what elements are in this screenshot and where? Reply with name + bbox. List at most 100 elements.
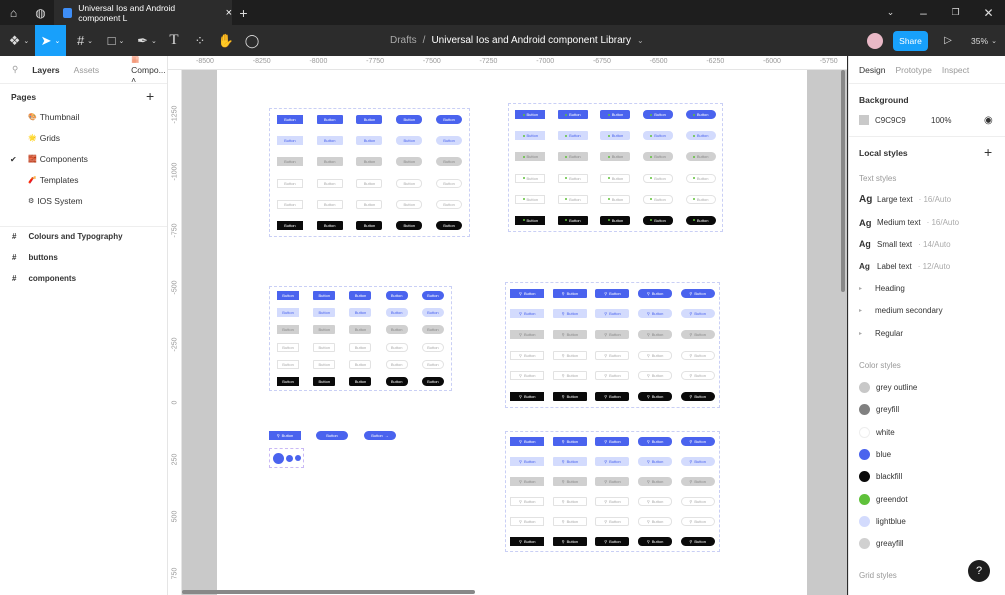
- button-component[interactable]: ⚲ Button: [680, 516, 715, 526]
- button-component[interactable]: Button: [356, 220, 383, 230]
- page-item-thumbnail[interactable]: 🎨 Thumbnail: [28, 112, 79, 122]
- button-component[interactable]: Button: [277, 359, 300, 369]
- button-component[interactable]: Button: [436, 157, 463, 167]
- button-component[interactable]: Button: [396, 178, 423, 188]
- button-component[interactable]: Button: [643, 173, 674, 183]
- button-component[interactable]: Button: [313, 359, 336, 369]
- text-tool-icon[interactable]: T: [169, 32, 179, 48]
- button-component[interactable]: Button: [313, 342, 336, 352]
- tab-layers[interactable]: Layers: [32, 64, 60, 75]
- button-component[interactable]: Button: [316, 157, 343, 167]
- button-component[interactable]: ⚲ Button: [595, 437, 630, 447]
- button-component[interactable]: Button: [385, 376, 408, 386]
- present-play-icon[interactable]: ▷: [944, 35, 952, 46]
- avatar[interactable]: [866, 25, 884, 56]
- button-component[interactable]: Button: [421, 342, 444, 352]
- pen-tool-icon[interactable]: ✒ ⌄: [137, 32, 157, 48]
- new-tab-button[interactable]: +: [239, 4, 248, 21]
- button-component[interactable]: Button: [515, 194, 546, 204]
- file-name[interactable]: Universal Ios and Android component Libr…: [431, 35, 632, 46]
- button-component[interactable]: Button: [436, 136, 463, 146]
- page-item-templates[interactable]: 🧨 Templates: [28, 175, 78, 185]
- button-component[interactable]: ⚲ Button: [595, 371, 630, 381]
- background-swatch[interactable]: [859, 115, 869, 125]
- button-component[interactable]: Button: [685, 173, 716, 183]
- button-component[interactable]: ⚲ Button: [510, 392, 545, 402]
- button-component[interactable]: Button: [276, 115, 303, 125]
- icon-button[interactable]: [295, 455, 301, 461]
- button-component[interactable]: ⚲ Button: [552, 516, 587, 526]
- style-group[interactable]: ▸ medium secondary: [859, 306, 943, 315]
- button-component[interactable]: ⚲ Button: [638, 477, 673, 487]
- button-component[interactable]: Button: [276, 199, 303, 209]
- icon-button[interactable]: [273, 452, 284, 464]
- button-component[interactable]: ⚲ Button: [510, 457, 545, 467]
- button-component[interactable]: Button: [600, 110, 631, 120]
- button-component[interactable]: Button: [515, 131, 546, 141]
- button-component[interactable]: ⚲ Button: [552, 330, 587, 340]
- add-style-icon[interactable]: +: [984, 144, 993, 160]
- file-tab[interactable]: Universal Ios and Android component L ×: [54, 0, 232, 25]
- button-component[interactable]: Button: [385, 342, 408, 352]
- button-component[interactable]: ⚲ Button: [638, 330, 673, 340]
- comment-tool-icon[interactable]: ◯: [244, 32, 260, 48]
- button-component[interactable]: Button: [385, 359, 408, 369]
- button-component[interactable]: ⚲ Button: [510, 288, 545, 298]
- background-hex[interactable]: C9C9C9: [875, 115, 906, 125]
- frame-tool-icon[interactable]: # ⌄: [76, 33, 94, 48]
- button-component[interactable]: Button: [316, 431, 348, 440]
- restore-icon[interactable]: ❐: [951, 7, 960, 17]
- minimize-icon[interactable]: –: [920, 5, 927, 20]
- button-component[interactable]: Button: [685, 194, 716, 204]
- button-component[interactable]: Button: [276, 136, 303, 146]
- button-component[interactable]: Button: [685, 215, 716, 225]
- button-component[interactable]: ⚲ Button: [680, 309, 715, 319]
- button-component[interactable]: Button: [421, 325, 444, 335]
- button-component[interactable]: Button: [643, 131, 674, 141]
- button-component[interactable]: Button: [396, 199, 423, 209]
- button-component[interactable]: Button: [349, 308, 372, 318]
- button-component[interactable]: ⚲ Button: [595, 392, 630, 402]
- button-component[interactable]: Button: [313, 308, 336, 318]
- color-style-item[interactable]: greendot: [859, 493, 908, 505]
- add-page-icon[interactable]: +: [146, 88, 155, 104]
- button-component[interactable]: Button: [277, 308, 300, 318]
- button-component[interactable]: ⚲ Button: [680, 288, 715, 298]
- button-component[interactable]: Button: [515, 110, 546, 120]
- button-component[interactable]: Button: [557, 152, 588, 162]
- button-component[interactable]: Button: [313, 376, 336, 386]
- components-tool-icon[interactable]: ⁘: [194, 32, 206, 48]
- button-component[interactable]: Button: [557, 194, 588, 204]
- button-component[interactable]: Button: [316, 136, 343, 146]
- button-component[interactable]: ⚲ Button: [638, 392, 673, 402]
- icon-button[interactable]: [286, 454, 293, 462]
- button-component[interactable]: Button: [277, 325, 300, 335]
- text-style-item[interactable]: Ag Label text · 12/Auto: [859, 262, 950, 271]
- button-component[interactable]: Button: [385, 325, 408, 335]
- button-component[interactable]: Button: [316, 199, 343, 209]
- button-component[interactable]: Button: [643, 215, 674, 225]
- button-component[interactable]: ⚲ Button: [680, 477, 715, 487]
- button-component[interactable]: Button: [277, 342, 300, 352]
- button-component[interactable]: ⚲ Button: [552, 309, 587, 319]
- button-component[interactable]: Button: [600, 131, 631, 141]
- canvas[interactable]: Button Button Button Button Button Button Butt…: [182, 70, 847, 595]
- button-component[interactable]: ⚲ Button: [552, 350, 587, 360]
- button-component[interactable]: Button: [515, 152, 546, 162]
- button-component[interactable]: ⚲ Button: [595, 516, 630, 526]
- button-component[interactable]: ⚲ Button: [552, 457, 587, 467]
- button-component[interactable]: ⚲ Button: [510, 350, 545, 360]
- button-component[interactable]: Button: [356, 136, 383, 146]
- tab-assets[interactable]: Assets: [73, 64, 100, 75]
- button-component[interactable]: ⚲ Button: [552, 496, 587, 506]
- button-component[interactable]: Button: [515, 215, 546, 225]
- button-component[interactable]: ⚲ Button: [638, 536, 673, 546]
- button-component[interactable]: Button: [277, 291, 300, 301]
- button-component[interactable]: Button: [313, 325, 336, 335]
- button-component[interactable]: ⚲ Button: [510, 330, 545, 340]
- button-component[interactable]: Button: [685, 131, 716, 141]
- button-component[interactable]: ⚲ Button: [510, 496, 545, 506]
- main-menu-icon[interactable]: ❖ ⌄: [8, 32, 30, 48]
- layer-frame[interactable]: # buttons: [12, 253, 58, 262]
- chevron-down-icon[interactable]: ⌄: [886, 7, 895, 17]
